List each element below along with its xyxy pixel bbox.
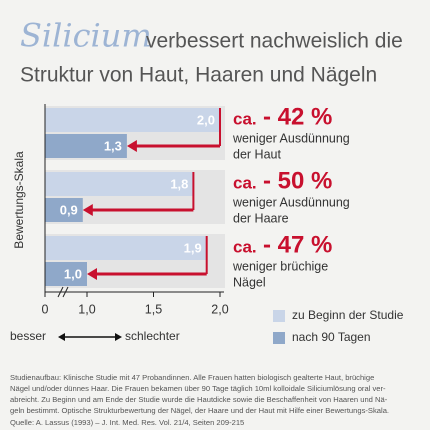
change-arrowhead (82, 204, 93, 216)
bar (45, 134, 127, 158)
legend-swatch (273, 332, 285, 344)
bar-value-label: 0,9 (60, 202, 78, 217)
bar-value-label: 1,8 (170, 176, 188, 191)
source: Quelle: A. Lassus (1993) – J. Int. Med. … (10, 418, 244, 427)
bar-value-label: 1,0 (64, 266, 82, 281)
scale-arrowheads (58, 333, 122, 341)
legend-swatch (273, 310, 285, 322)
annotation-change: - 42 % (263, 103, 332, 130)
annotation-prefix: ca. (233, 237, 257, 256)
annotation-text: Nägel (233, 275, 266, 289)
annotation-prefix: ca. (233, 173, 257, 192)
title: verbessert nachweislich die (146, 30, 403, 53)
title-line: Struktur von Haut, Haaren und Nägeln (20, 64, 377, 87)
footnote: Studienaufbau: Klinische Studie mit 47 P… (10, 373, 374, 382)
bar-value-label: 1,3 (104, 138, 122, 153)
annotation-change: - 50 % (263, 167, 332, 194)
change-arrowhead (126, 140, 137, 152)
annotation-prefix: ca. (233, 109, 257, 128)
x-tick-label: 2,0 (211, 302, 228, 316)
legend-label: nach 90 Tagen (292, 330, 371, 344)
bar (45, 236, 207, 260)
x-tick-label: 1,5 (145, 302, 162, 316)
x-tick-label: 0 (42, 302, 49, 316)
annotation-text: weniger Ausdünnung (232, 131, 350, 145)
annotation-text: weniger Ausdünnung (232, 195, 350, 209)
annotation-text: der Haut (233, 147, 281, 161)
annotation-text: der Haare (233, 211, 289, 225)
bar-value-label: 2,0 (197, 112, 215, 127)
bar-value-label: 1,9 (184, 240, 202, 255)
bar (45, 262, 87, 286)
x-tick-label: 1,0 (78, 302, 95, 316)
annotation-change: - 47 % (263, 231, 332, 258)
bar (45, 172, 194, 196)
bar (45, 108, 220, 132)
footnote: Nägel und/oder dünnes Haar. Die Frauen b… (10, 384, 386, 393)
scale-left: besser (10, 329, 46, 343)
annotation-text: weniger brüchige (232, 259, 328, 273)
y-axis-label: Bewertungs-Skala (12, 151, 26, 249)
bar (45, 198, 83, 222)
change-arrowhead (87, 268, 97, 280)
axis-break (57, 286, 69, 298)
title-highlight: Silicium (20, 17, 152, 55)
scale-right: schlechter (125, 329, 180, 343)
legend-label: zu Beginn der Studie (292, 308, 404, 322)
footnote: geln bestimmt. Optische Strukturbewertun… (10, 406, 389, 415)
footnote: abreicht. Zu Beginn und am Ende der Stud… (10, 395, 388, 404)
